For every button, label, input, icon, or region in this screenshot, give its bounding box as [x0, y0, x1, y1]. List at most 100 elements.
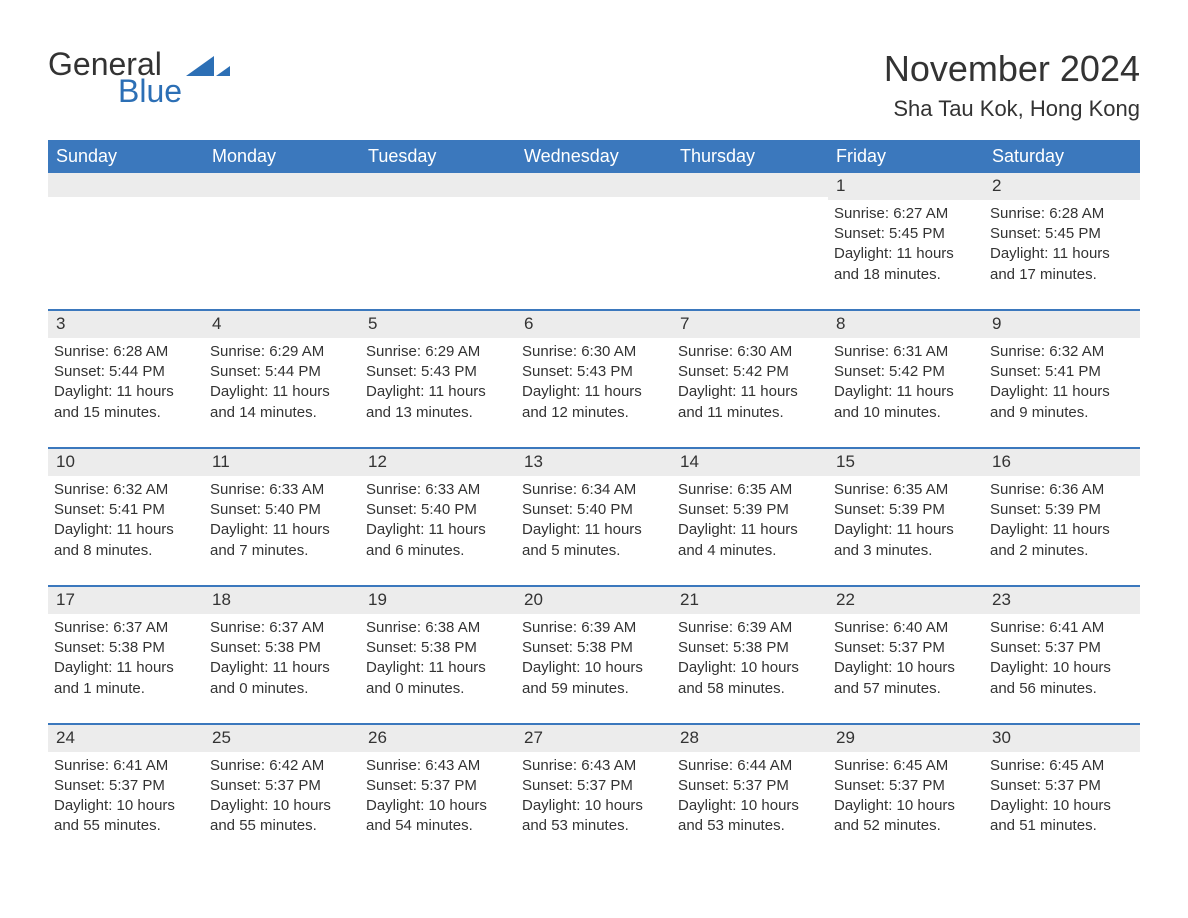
sunrise-text: Sunrise: 6:36 AM [990, 480, 1134, 500]
sunset-text: Sunset: 5:43 PM [522, 362, 666, 382]
brand-logo: General Blue [48, 48, 230, 107]
calendar-grid: Sunday Monday Tuesday Wednesday Thursday… [48, 140, 1140, 843]
day-number: 5 [360, 311, 516, 338]
brand-triangle-icon [186, 54, 230, 80]
day-number: 13 [516, 449, 672, 476]
day-cell [48, 173, 204, 291]
day-number: 20 [516, 587, 672, 614]
sunrise-text: Sunrise: 6:42 AM [210, 756, 354, 776]
sunrise-text: Sunrise: 6:41 AM [990, 618, 1134, 638]
sunrise-text: Sunrise: 6:35 AM [834, 480, 978, 500]
sunrise-text: Sunrise: 6:29 AM [366, 342, 510, 362]
day1-text: Daylight: 11 hours [522, 382, 666, 402]
day2-text: and 55 minutes. [210, 816, 354, 836]
day1-text: Daylight: 11 hours [210, 658, 354, 678]
sunrise-text: Sunrise: 6:43 AM [522, 756, 666, 776]
day1-text: Daylight: 10 hours [834, 658, 978, 678]
day-cell: 19Sunrise: 6:38 AMSunset: 5:38 PMDayligh… [360, 587, 516, 705]
sunrise-text: Sunrise: 6:34 AM [522, 480, 666, 500]
day-cell: 9Sunrise: 6:32 AMSunset: 5:41 PMDaylight… [984, 311, 1140, 429]
sunrise-text: Sunrise: 6:39 AM [678, 618, 822, 638]
sunset-text: Sunset: 5:37 PM [522, 776, 666, 796]
day-number: 29 [828, 725, 984, 752]
sunrise-text: Sunrise: 6:30 AM [678, 342, 822, 362]
day2-text: and 0 minutes. [366, 679, 510, 699]
day-cell: 16Sunrise: 6:36 AMSunset: 5:39 PMDayligh… [984, 449, 1140, 567]
sunset-text: Sunset: 5:37 PM [210, 776, 354, 796]
day1-text: Daylight: 11 hours [990, 244, 1134, 264]
week-row: 17Sunrise: 6:37 AMSunset: 5:38 PMDayligh… [48, 585, 1140, 705]
day-number: 30 [984, 725, 1140, 752]
day1-text: Daylight: 11 hours [834, 244, 978, 264]
day2-text: and 3 minutes. [834, 541, 978, 561]
day1-text: Daylight: 10 hours [366, 796, 510, 816]
day2-text: and 53 minutes. [678, 816, 822, 836]
sunrise-text: Sunrise: 6:37 AM [210, 618, 354, 638]
day2-text: and 10 minutes. [834, 403, 978, 423]
day-cell: 10Sunrise: 6:32 AMSunset: 5:41 PMDayligh… [48, 449, 204, 567]
weekday-header: Friday [828, 140, 984, 173]
sunset-text: Sunset: 5:39 PM [834, 500, 978, 520]
day-number: 24 [48, 725, 204, 752]
sunrise-text: Sunrise: 6:41 AM [54, 756, 198, 776]
day2-text: and 17 minutes. [990, 265, 1134, 285]
day-cell: 30Sunrise: 6:45 AMSunset: 5:37 PMDayligh… [984, 725, 1140, 843]
calendar-page: General Blue November 2024 Sha Tau Kok, … [0, 0, 1188, 891]
day-cell: 29Sunrise: 6:45 AMSunset: 5:37 PMDayligh… [828, 725, 984, 843]
sunrise-text: Sunrise: 6:31 AM [834, 342, 978, 362]
sunrise-text: Sunrise: 6:37 AM [54, 618, 198, 638]
day2-text: and 59 minutes. [522, 679, 666, 699]
sunrise-text: Sunrise: 6:40 AM [834, 618, 978, 638]
day-cell: 4Sunrise: 6:29 AMSunset: 5:44 PMDaylight… [204, 311, 360, 429]
day1-text: Daylight: 11 hours [990, 520, 1134, 540]
day1-text: Daylight: 10 hours [678, 796, 822, 816]
day-cell: 3Sunrise: 6:28 AMSunset: 5:44 PMDaylight… [48, 311, 204, 429]
day2-text: and 4 minutes. [678, 541, 822, 561]
sunset-text: Sunset: 5:38 PM [366, 638, 510, 658]
day2-text: and 57 minutes. [834, 679, 978, 699]
sunrise-text: Sunrise: 6:45 AM [834, 756, 978, 776]
day2-text: and 18 minutes. [834, 265, 978, 285]
day-number: 2 [984, 173, 1140, 200]
day2-text: and 56 minutes. [990, 679, 1134, 699]
day-number: 26 [360, 725, 516, 752]
weekday-header: Tuesday [360, 140, 516, 173]
sunset-text: Sunset: 5:40 PM [366, 500, 510, 520]
sunset-text: Sunset: 5:43 PM [366, 362, 510, 382]
day1-text: Daylight: 11 hours [678, 520, 822, 540]
day1-text: Daylight: 10 hours [210, 796, 354, 816]
day-number [516, 173, 672, 197]
day-number: 19 [360, 587, 516, 614]
day-number: 3 [48, 311, 204, 338]
day2-text: and 2 minutes. [990, 541, 1134, 561]
day-number: 4 [204, 311, 360, 338]
day-cell: 8Sunrise: 6:31 AMSunset: 5:42 PMDaylight… [828, 311, 984, 429]
day-number: 11 [204, 449, 360, 476]
day-number: 23 [984, 587, 1140, 614]
day2-text: and 55 minutes. [54, 816, 198, 836]
day2-text: and 12 minutes. [522, 403, 666, 423]
day2-text: and 8 minutes. [54, 541, 198, 561]
day2-text: and 7 minutes. [210, 541, 354, 561]
sunset-text: Sunset: 5:38 PM [210, 638, 354, 658]
sunrise-text: Sunrise: 6:39 AM [522, 618, 666, 638]
sunset-text: Sunset: 5:37 PM [366, 776, 510, 796]
day1-text: Daylight: 10 hours [54, 796, 198, 816]
sunset-text: Sunset: 5:39 PM [678, 500, 822, 520]
day1-text: Daylight: 10 hours [522, 658, 666, 678]
sunset-text: Sunset: 5:40 PM [210, 500, 354, 520]
day-number [48, 173, 204, 197]
sunset-text: Sunset: 5:38 PM [522, 638, 666, 658]
sunset-text: Sunset: 5:40 PM [522, 500, 666, 520]
day-cell: 12Sunrise: 6:33 AMSunset: 5:40 PMDayligh… [360, 449, 516, 567]
day-number: 21 [672, 587, 828, 614]
day-cell: 22Sunrise: 6:40 AMSunset: 5:37 PMDayligh… [828, 587, 984, 705]
day-number: 12 [360, 449, 516, 476]
day-cell: 1Sunrise: 6:27 AMSunset: 5:45 PMDaylight… [828, 173, 984, 291]
day-cell: 27Sunrise: 6:43 AMSunset: 5:37 PMDayligh… [516, 725, 672, 843]
sunrise-text: Sunrise: 6:32 AM [990, 342, 1134, 362]
sunset-text: Sunset: 5:39 PM [990, 500, 1134, 520]
day-number: 25 [204, 725, 360, 752]
sunrise-text: Sunrise: 6:43 AM [366, 756, 510, 776]
sunset-text: Sunset: 5:37 PM [54, 776, 198, 796]
